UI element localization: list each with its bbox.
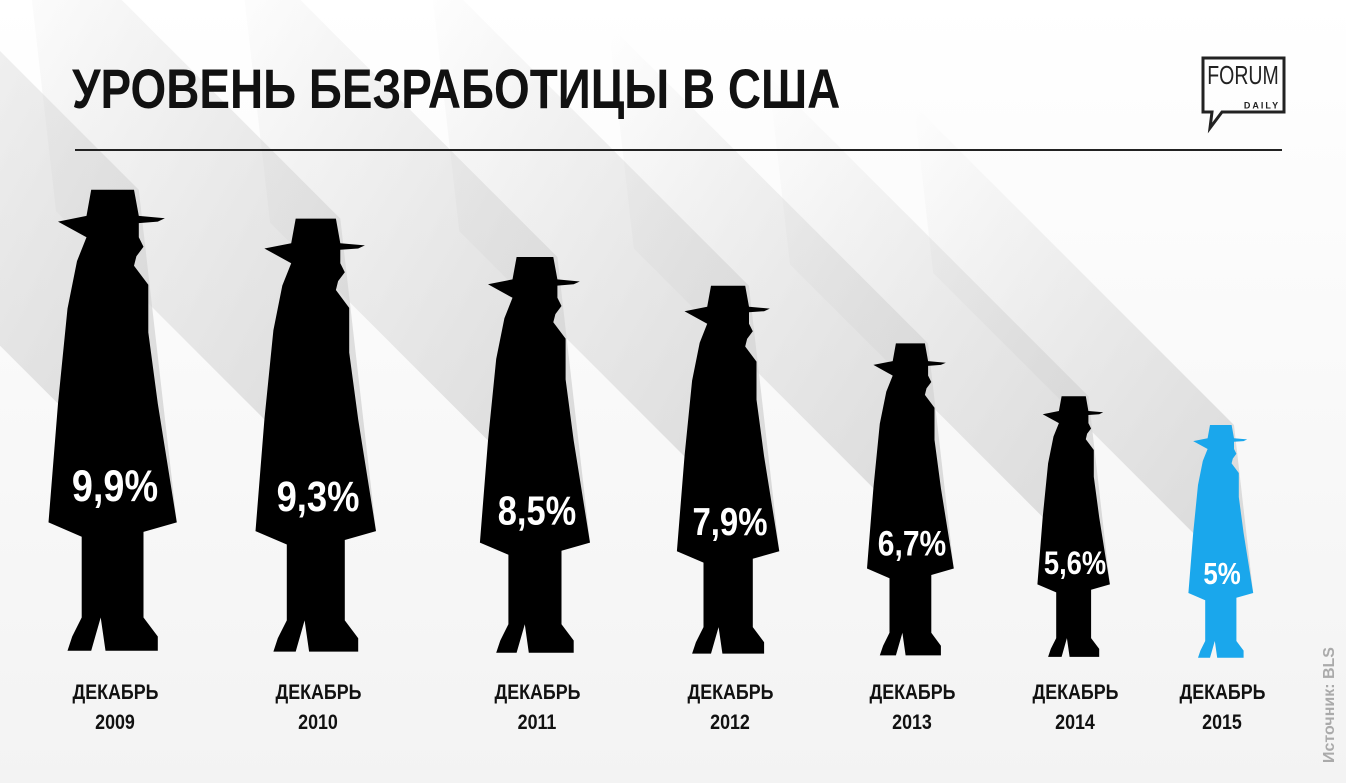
shadow (914, 105, 1254, 593)
category-label: ДЕКАБРЬ 2009 (72, 681, 159, 734)
value-label: 5,6% (1044, 546, 1106, 582)
value-label: 8,5% (498, 488, 576, 533)
value-label: 9,9% (72, 461, 158, 511)
logo: FORUM DAILY (1201, 56, 1286, 134)
chart-title: УРОВЕНЬ БЕЗРАБОТИЦЫ В США (72, 57, 840, 119)
figure (479, 257, 590, 653)
value-label: 6,7% (878, 523, 946, 563)
figure (676, 285, 780, 654)
figure (48, 189, 177, 651)
category-label: ДЕКАБРЬ 2012 (687, 681, 774, 734)
shadow (608, 23, 954, 569)
value-label: 9,3% (277, 473, 360, 520)
logo-sub: DAILY (1244, 100, 1280, 110)
category-label: ДЕКАБРЬ 2010 (275, 681, 362, 734)
logo-name: FORUM (1207, 60, 1278, 89)
figure (1037, 396, 1110, 657)
category-label: ДЕКАБРЬ 2013 (869, 681, 956, 734)
category-label: ДЕКАБРЬ 2014 (1032, 681, 1119, 734)
shadow (768, 76, 1110, 585)
value-label: 5% (1203, 556, 1240, 590)
figure (255, 218, 376, 652)
category-label: ДЕКАБРЬ 2015 (1179, 681, 1266, 734)
value-label: 7,9% (692, 499, 767, 543)
category-label: ДЕКАБРЬ 2011 (494, 681, 581, 734)
source: Источник: BLS (1321, 647, 1338, 763)
figure (867, 343, 954, 656)
figure (1188, 425, 1254, 658)
